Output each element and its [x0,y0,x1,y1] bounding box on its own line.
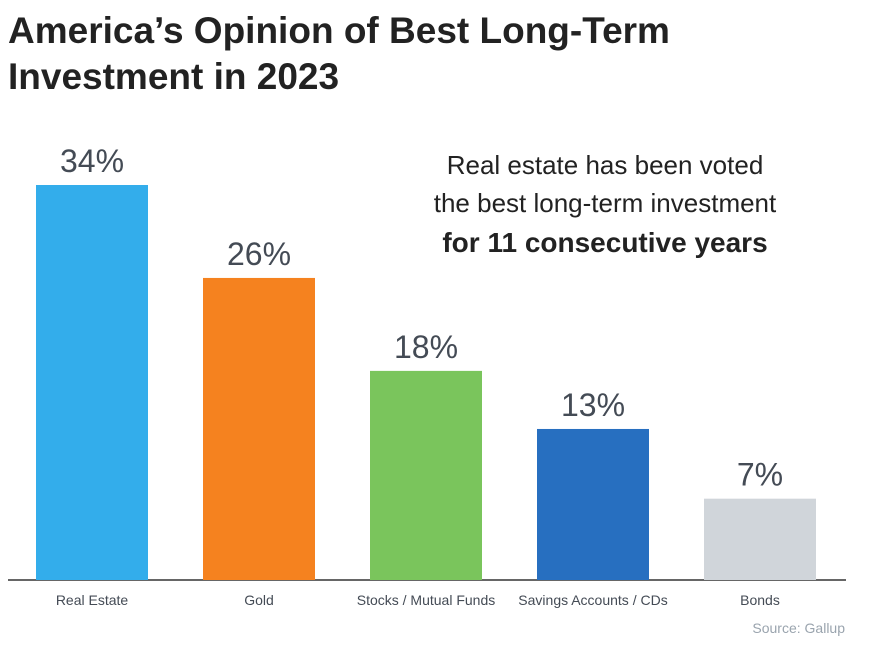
callout-line-3: for 11 consecutive years [442,227,768,258]
bar-bonds [704,498,816,580]
value-label-stocks-mutual-funds: 18% [394,329,458,365]
callout-line-2: the best long-term investment [433,188,777,218]
tick-label-gold: Gold [244,592,274,608]
value-label-real-estate: 34% [60,143,124,179]
source-note: Source: Gallup [752,620,845,636]
tick-label-real-estate: Real Estate [56,592,129,608]
tick-label-savings-accounts-cds: Savings Accounts / CDs [518,592,667,608]
value-label-savings-accounts-cds: 13% [561,387,625,423]
chart-title-line-2: Investment in 2023 [8,56,340,97]
bar-savings-accounts-cds [537,428,649,580]
value-label-bonds: 7% [737,457,783,493]
tick-label-stocks-mutual-funds: Stocks / Mutual Funds [357,592,496,608]
bar-stocks-mutual-funds [370,370,482,580]
chart-title: America’s Opinion of Best Long-Term Inve… [8,8,670,100]
callout-line-1: Real estate has been voted [446,150,764,180]
bar-real-estate [36,185,148,580]
value-label-gold: 26% [227,236,291,272]
bar-gold [203,277,315,580]
chart-title-line-1: America’s Opinion of Best Long-Term [8,10,670,51]
tick-label-bonds: Bonds [740,592,780,608]
callout-text: Real estate has been voted the best long… [380,146,830,264]
